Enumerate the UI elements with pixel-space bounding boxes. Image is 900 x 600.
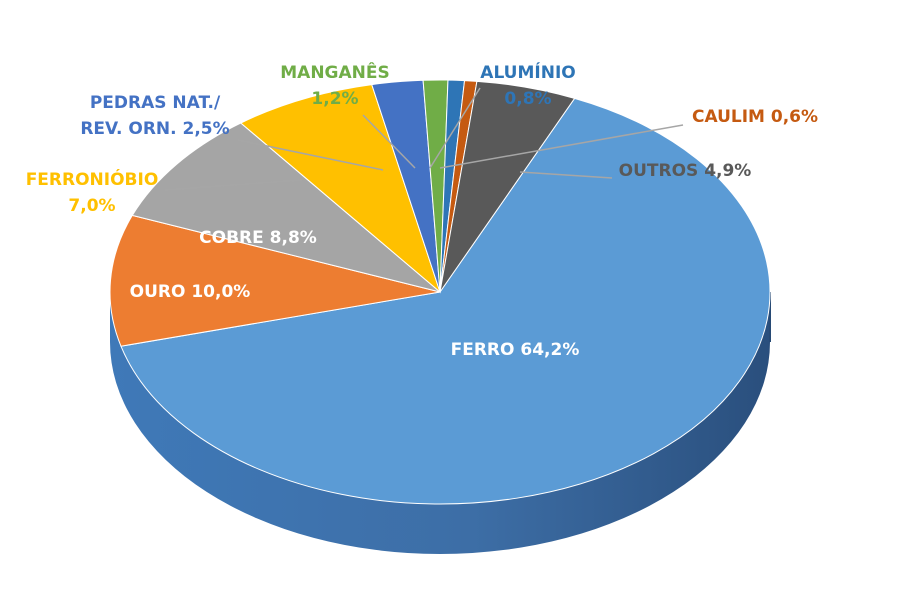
slice-labels: FERRO 64,2% OURO 10,0% COBRE 8,8% FERRONIÓB… [26,61,818,360]
leader-lines [164,87,684,191]
data-label-ferroni-bio-line2: 7,0% [68,196,115,216]
data-label-ouro: OURO 10,0% [130,282,251,302]
data-label-pedras-nat-rev-orn-line1: PEDRAS NAT./ [90,93,221,113]
data-label-alum-nio-line2: 0,8% [504,89,551,109]
pie-slice-ferro [120,97,771,505]
leader-line-caulim [439,124,684,169]
data-label-mangan-s-line2: 1,2% [311,89,358,109]
data-label-caulim: CAULIM 0,6% [692,107,818,127]
leader-line-mangan-s [362,114,416,169]
leader-line-outros [519,171,613,179]
pie-slice-cobre [131,122,441,293]
leader-line-ferroni-bio [164,179,303,191]
pie-slice-ouro [109,214,441,347]
data-label-mangan-s-line1: MANGANÊS [280,61,390,83]
pie-top-face [109,79,771,505]
pie-side-wall-shape [110,292,770,554]
pie-slice-ferroni-bio [239,84,442,294]
pie-slice-outros [439,80,576,293]
leader-line-pedras-nat-rev-orn [237,139,384,171]
data-label-outros: OUTROS 4,9% [619,161,752,181]
data-label-alum-nio-line1: ALUMÍNIO [480,61,575,83]
data-label-ferroni-bio-line1: FERRONIÓBIO [26,168,159,190]
data-label-pedras-nat-rev-orn-line2: REV. ORN. 2,5% [80,119,229,139]
leader-line-alum-nio [429,87,481,169]
data-label-cobre: COBRE 8,8% [199,228,317,248]
data-label-ferro: FERRO 64,2% [451,340,580,360]
